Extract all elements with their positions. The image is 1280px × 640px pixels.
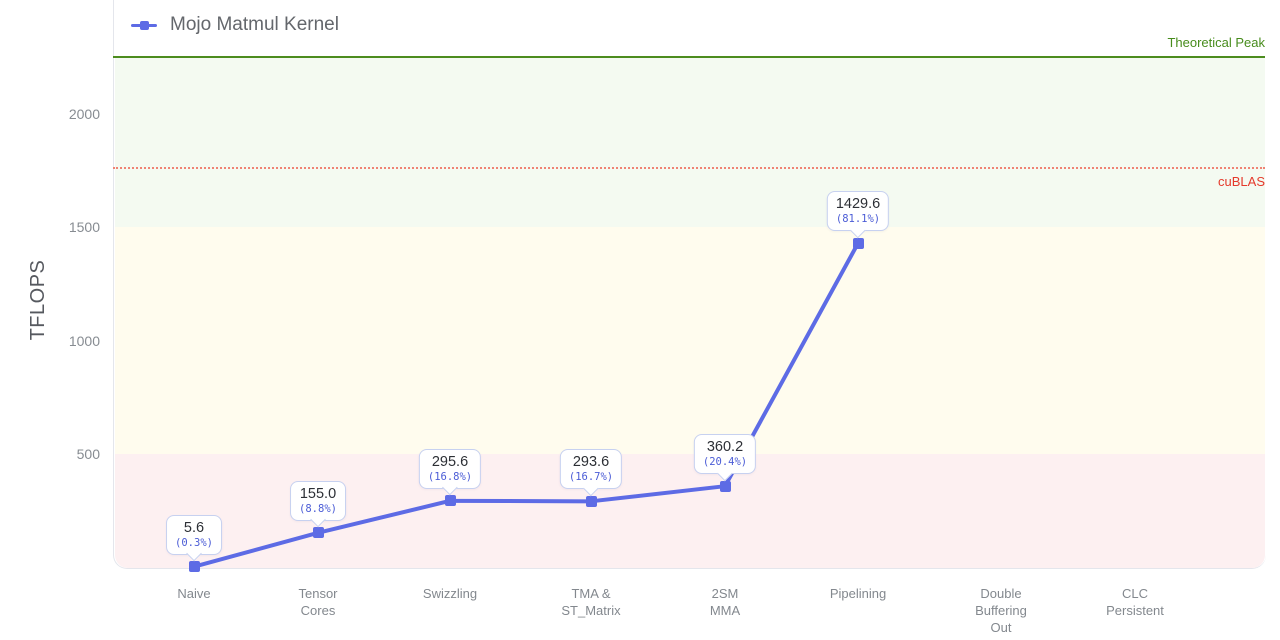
ref-line-1	[113, 166, 1265, 169]
legend-marker-icon	[131, 20, 157, 30]
data-point-tooltip: 293.6 (16.7%)	[559, 449, 623, 497]
tooltip-percent: (81.1%)	[835, 213, 881, 226]
y-axis-title: TFLOPS	[27, 259, 49, 341]
legend[interactable]: Mojo Matmul Kernel	[131, 14, 339, 36]
data-point-marker[interactable]	[188, 561, 200, 573]
x-category-label: Swizzling	[422, 586, 478, 601]
ref-line-0	[113, 56, 1265, 58]
x-category-label: Naive	[177, 586, 211, 601]
x-category-label: Pipelining	[829, 586, 887, 601]
data-point-marker[interactable]	[719, 480, 731, 492]
x-category-label: Tensor Cores	[298, 586, 338, 618]
x-category-label: Double Buffering Out	[975, 586, 1027, 635]
tooltip-value: 5.6	[183, 519, 205, 536]
tooltip-value: 1429.6	[835, 196, 881, 213]
data-point-tooltip: 295.6 (16.8%)	[418, 448, 482, 496]
data-point-marker[interactable]	[585, 495, 597, 507]
y-tick-label: 1500	[68, 219, 100, 236]
plot-band-2	[115, 57, 1265, 228]
x-category-label: 2SM MMA	[709, 586, 741, 618]
tooltip-percent: (0.3%)	[175, 536, 213, 549]
plot-area	[115, 57, 1265, 568]
plot-band-0	[115, 454, 1265, 568]
tooltip-value: 360.2	[706, 439, 744, 456]
tooltip-percent: (20.4%)	[702, 456, 748, 469]
ref-line-label-1: cuBLAS	[1218, 173, 1265, 189]
tooltip-percent: (16.8%)	[427, 470, 473, 483]
tooltip-percent: (16.7%)	[568, 471, 614, 484]
x-category-label: TMA & ST_Matrix	[561, 586, 621, 618]
y-tick-label: 1000	[68, 332, 100, 349]
tooltip-value: 293.6	[572, 454, 610, 471]
y-tick-label: 2000	[68, 105, 100, 122]
data-point-marker[interactable]	[312, 527, 324, 539]
tooltip-value: 295.6	[431, 453, 469, 470]
data-point-marker[interactable]	[852, 237, 864, 249]
data-point-tooltip: 5.6 (0.3%)	[166, 514, 222, 562]
data-point-tooltip: 155.0 (8.8%)	[290, 480, 346, 528]
plot-band-1	[115, 227, 1265, 455]
y-tick-label: 500	[76, 446, 100, 463]
legend-label: Mojo Matmul Kernel	[170, 14, 339, 35]
data-point-tooltip: 360.2 (20.4%)	[693, 434, 757, 481]
tooltip-percent: (8.8%)	[299, 502, 337, 515]
ref-line-label-0: Theoretical Peak	[1167, 35, 1265, 50]
data-point-marker[interactable]	[444, 495, 456, 507]
data-point-tooltip: 1429.6 (81.1%)	[826, 191, 890, 239]
x-category-label: CLC Persistent	[1106, 586, 1164, 618]
tooltip-value: 155.0	[299, 485, 337, 502]
